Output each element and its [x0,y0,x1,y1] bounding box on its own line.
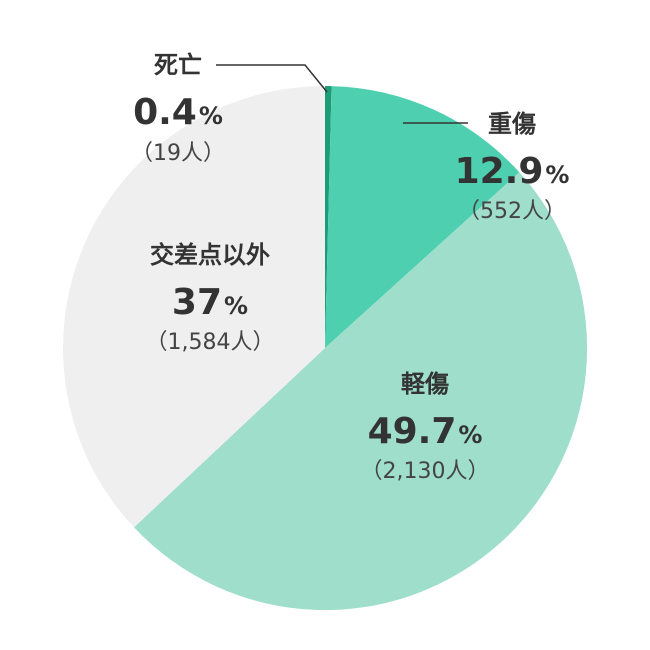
label-serious-count: （552人） [458,199,566,224]
label-serious-value: 12.9% [455,151,570,192]
label-minor-percent: 49.7 [368,411,457,452]
label-minor-unit: % [458,421,482,449]
label-non-intersection-count: （1,584人） [146,330,275,355]
leader-line-death [216,64,328,93]
label-non-intersection-percent: 37 [172,282,222,323]
pie-slice-minor [134,172,588,611]
label-non-intersection: 交差点以外 37% （1,584人） [146,241,275,355]
label-serious-name: 重傷 [488,110,536,138]
label-minor-value: 49.7% [368,411,483,452]
label-death-name: 死亡 [154,51,202,79]
label-non-intersection-unit: % [224,292,248,320]
label-non-intersection-name: 交差点以外 [150,241,270,269]
label-serious: 重傷 12.9% （552人） [455,110,570,224]
pie-slice-serious [325,86,520,348]
pie-slice-death [325,85,332,349]
pie-slices [63,85,588,611]
pie-slice-non-intersection [63,86,326,528]
label-minor-count: （2,130人） [361,459,490,484]
label-minor-name: 軽傷 [401,370,449,398]
label-death-percent: 0.4 [133,92,197,133]
label-death: 死亡 0.4% （19人） [131,51,225,166]
label-non-intersection-value: 37% [172,282,248,323]
label-death-count: （19人） [131,141,225,166]
label-minor: 軽傷 49.7% （2,130人） [361,370,490,484]
label-serious-percent: 12.9 [455,151,544,192]
label-serious-unit: % [545,161,569,189]
label-death-unit: % [199,102,223,130]
label-death-value: 0.4% [133,92,223,133]
